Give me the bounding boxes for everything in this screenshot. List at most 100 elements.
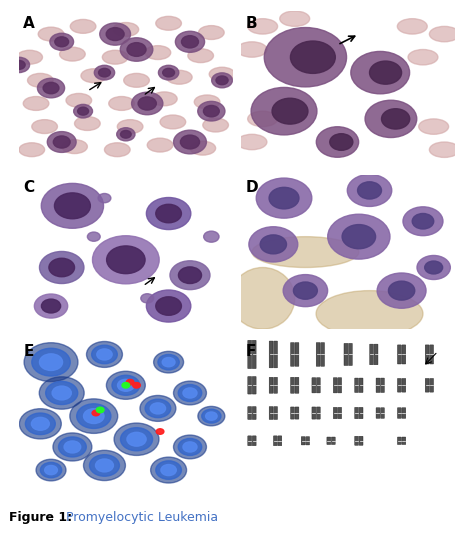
FancyBboxPatch shape xyxy=(348,344,352,366)
FancyBboxPatch shape xyxy=(402,379,406,392)
Circle shape xyxy=(216,76,228,85)
FancyBboxPatch shape xyxy=(252,340,256,369)
FancyBboxPatch shape xyxy=(344,344,348,366)
Circle shape xyxy=(150,403,165,414)
Circle shape xyxy=(45,465,57,475)
FancyBboxPatch shape xyxy=(397,437,401,444)
Circle shape xyxy=(87,341,122,367)
Circle shape xyxy=(120,38,153,61)
Circle shape xyxy=(183,442,197,452)
FancyBboxPatch shape xyxy=(402,408,406,418)
FancyBboxPatch shape xyxy=(248,436,252,446)
Ellipse shape xyxy=(166,70,192,84)
FancyBboxPatch shape xyxy=(430,345,434,364)
Ellipse shape xyxy=(104,143,130,157)
Circle shape xyxy=(9,58,29,72)
Circle shape xyxy=(347,174,392,207)
FancyBboxPatch shape xyxy=(278,436,282,446)
Circle shape xyxy=(46,381,78,404)
Ellipse shape xyxy=(230,267,295,329)
FancyBboxPatch shape xyxy=(338,378,342,393)
Ellipse shape xyxy=(81,68,107,83)
Circle shape xyxy=(412,214,434,229)
Circle shape xyxy=(170,261,210,290)
Circle shape xyxy=(122,383,130,388)
Text: Figure 1:: Figure 1: xyxy=(9,511,73,524)
Ellipse shape xyxy=(188,49,213,62)
Text: Promyelocytic Leukemia: Promyelocytic Leukemia xyxy=(62,511,218,524)
Ellipse shape xyxy=(60,47,85,61)
Circle shape xyxy=(126,379,134,385)
FancyBboxPatch shape xyxy=(317,378,320,393)
Circle shape xyxy=(118,379,134,391)
Circle shape xyxy=(94,65,115,80)
Circle shape xyxy=(37,78,64,98)
Ellipse shape xyxy=(248,111,278,127)
FancyBboxPatch shape xyxy=(291,377,294,393)
Circle shape xyxy=(202,409,221,423)
Circle shape xyxy=(365,100,417,138)
Circle shape xyxy=(181,135,200,149)
Ellipse shape xyxy=(429,142,459,157)
Circle shape xyxy=(342,225,375,249)
Circle shape xyxy=(91,345,117,364)
Circle shape xyxy=(382,109,410,129)
Circle shape xyxy=(156,297,182,315)
Circle shape xyxy=(198,407,225,426)
FancyBboxPatch shape xyxy=(273,377,277,393)
Circle shape xyxy=(24,342,78,381)
Circle shape xyxy=(330,134,353,150)
Circle shape xyxy=(146,290,191,322)
Circle shape xyxy=(203,105,219,117)
FancyBboxPatch shape xyxy=(317,407,320,419)
Ellipse shape xyxy=(209,67,235,81)
Circle shape xyxy=(377,273,426,309)
Circle shape xyxy=(55,193,91,219)
Circle shape xyxy=(41,299,61,313)
Circle shape xyxy=(78,107,89,115)
Circle shape xyxy=(106,371,146,399)
Ellipse shape xyxy=(124,73,149,87)
Ellipse shape xyxy=(62,140,87,153)
Circle shape xyxy=(316,127,359,157)
Circle shape xyxy=(19,409,61,439)
FancyBboxPatch shape xyxy=(397,379,401,392)
FancyBboxPatch shape xyxy=(397,408,401,418)
FancyBboxPatch shape xyxy=(312,407,316,419)
Ellipse shape xyxy=(109,96,135,110)
Circle shape xyxy=(162,357,175,367)
Circle shape xyxy=(34,294,68,318)
Circle shape xyxy=(112,375,140,395)
FancyBboxPatch shape xyxy=(338,407,342,419)
Ellipse shape xyxy=(32,119,57,134)
Circle shape xyxy=(198,101,225,121)
Ellipse shape xyxy=(156,16,182,30)
Circle shape xyxy=(132,92,163,115)
FancyBboxPatch shape xyxy=(295,407,299,419)
Circle shape xyxy=(328,214,390,259)
Ellipse shape xyxy=(117,119,143,134)
Text: A: A xyxy=(23,15,35,31)
Circle shape xyxy=(388,281,415,300)
FancyBboxPatch shape xyxy=(376,378,380,392)
Circle shape xyxy=(114,423,159,455)
Ellipse shape xyxy=(194,95,220,109)
Circle shape xyxy=(417,255,450,279)
Circle shape xyxy=(97,349,112,360)
FancyBboxPatch shape xyxy=(291,342,294,366)
FancyBboxPatch shape xyxy=(269,407,273,420)
Circle shape xyxy=(32,349,70,376)
FancyBboxPatch shape xyxy=(295,377,299,393)
Circle shape xyxy=(26,413,55,435)
FancyBboxPatch shape xyxy=(402,437,406,444)
Circle shape xyxy=(49,258,74,277)
Ellipse shape xyxy=(252,237,359,267)
Ellipse shape xyxy=(199,26,224,39)
Ellipse shape xyxy=(113,22,139,36)
Ellipse shape xyxy=(190,141,216,155)
Ellipse shape xyxy=(70,19,96,33)
Circle shape xyxy=(77,404,111,429)
Circle shape xyxy=(156,461,182,480)
FancyBboxPatch shape xyxy=(312,378,316,393)
Circle shape xyxy=(95,459,113,472)
